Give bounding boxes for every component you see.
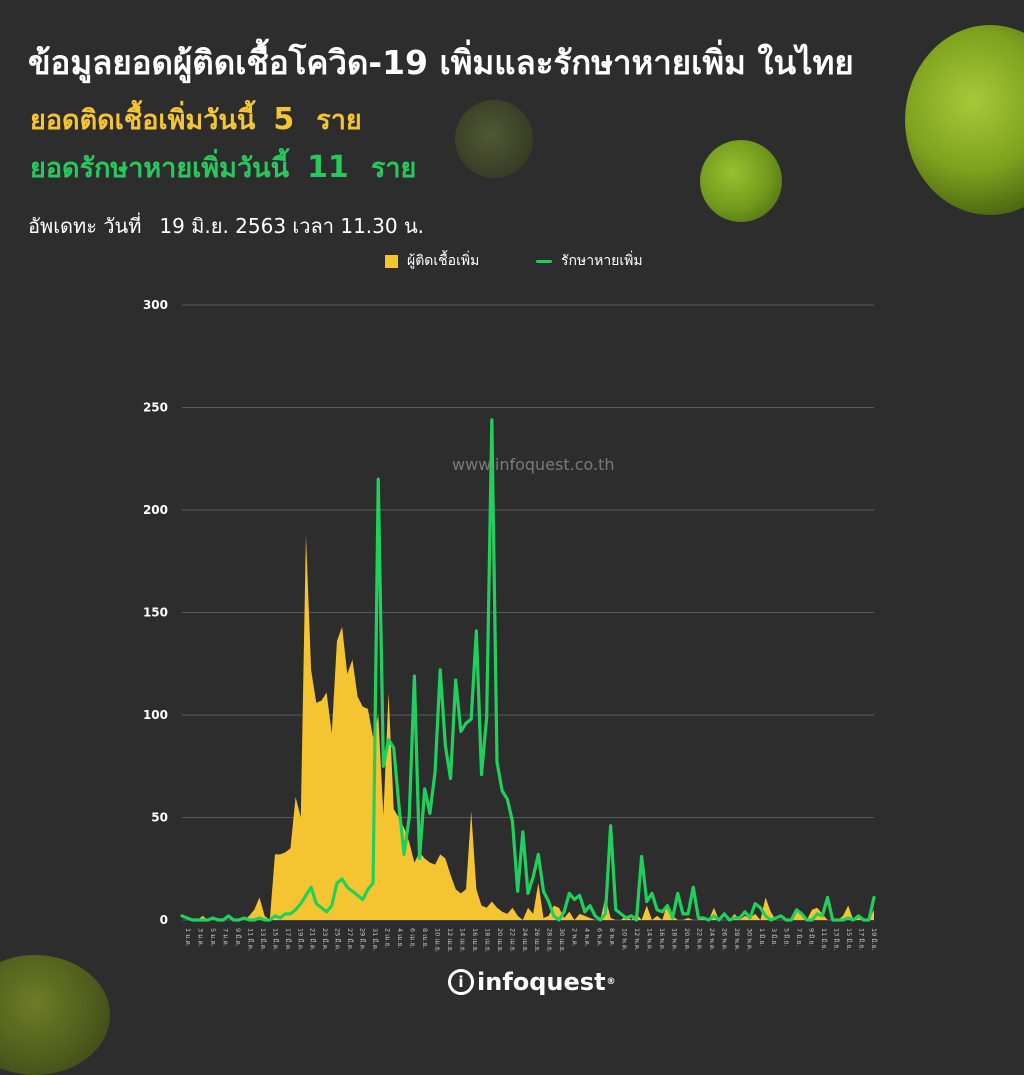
infected-today-unit: ราย: [316, 105, 362, 136]
recovered-today-value: 11: [307, 150, 349, 185]
x-tick-label: 15 มี.ค.: [271, 928, 279, 951]
x-tick-label: 7 มิ.ย.: [795, 928, 803, 946]
covid-chart: 0 50 100 150 200 250 300 1 ม.ค. 3 ม.ค. 5 ม.ค. 7 ม…: [143, 298, 878, 953]
infected-today: ยอดติดเชื้อเพิ่มวันนี้ 5 ราย: [30, 98, 362, 141]
x-tick-label: 15 มิ.ย.: [845, 928, 853, 951]
x-tick-label: 17 มี.ค.: [284, 928, 292, 951]
x-tick-label: 12 เม.ย.: [446, 928, 454, 953]
x-tick-label: 6 เม.ย.: [409, 928, 417, 949]
x-tick-label: 30 พ.ค.: [745, 928, 753, 951]
x-tick-label: 17 มิ.ย.: [858, 928, 866, 951]
chart-grid: [182, 304, 874, 921]
x-tick-label: 2 เม.ย.: [384, 928, 392, 949]
virus-illustration-medium: [700, 140, 782, 222]
recovered-line-layer: [180, 418, 876, 922]
y-tick-label: 100: [143, 708, 168, 722]
recovered-today-label: ยอดรักษาหายเพิ่มวันนี้: [30, 153, 290, 184]
x-tick-label: 3 ม.ค.: [196, 928, 204, 947]
update-timestamp: อัพเดทะ วันที่ 19 มิ.ย. 2563 เวลา 11.30 น…: [28, 210, 424, 242]
x-tick-label: 21 มี.ค.: [309, 928, 317, 951]
x-tick-label: 30 เม.ย.: [558, 928, 566, 953]
virus-illustration-faded: [455, 100, 533, 178]
y-tick-label: 0: [160, 913, 168, 927]
y-tick-label: 150: [143, 606, 168, 620]
x-tick-label: 1 มิ.ย.: [758, 928, 766, 946]
x-tick-label: 14 พ.ค.: [645, 928, 653, 951]
x-tick-label: 5 ม.ค.: [209, 928, 217, 947]
x-tick-label: 27 มี.ค.: [346, 928, 354, 951]
x-tick-label: 23 มี.ค.: [321, 928, 329, 951]
x-tick-label: 29 มี.ค.: [359, 928, 367, 951]
legend-item-recovered: รักษาหายเพิ่ม: [536, 250, 643, 272]
x-tick-label: 12 พ.ค.: [633, 928, 641, 951]
info-icon: i: [448, 969, 474, 995]
legend-item-infected: ผู้ติดเชื้อเพิ่ม: [385, 250, 479, 272]
x-tick-label: 4 พ.ค.: [583, 928, 591, 947]
x-tick-label: 11 มิ.ย.: [820, 928, 828, 951]
x-tick-label: 1 ม.ค.: [184, 928, 192, 947]
page-title: ข้อมูลยอดผู้ติดเชื้อโควิด-19 เพิ่มและรัก…: [28, 43, 854, 82]
x-tick-label: 10 พ.ค.: [621, 928, 629, 951]
x-tick-label: 22 พ.ค.: [695, 928, 703, 951]
y-axis-ticks: 0 50 100 150 200 250 300: [143, 298, 168, 927]
x-tick-label: 6 พ.ค.: [596, 928, 604, 947]
legend-swatch-infected: [385, 254, 398, 268]
x-axis-ticks: 1 ม.ค. 3 ม.ค. 5 ม.ค. 7 ม.ค. 9 มี.ค. 11 มี.ค. 1…: [184, 928, 878, 953]
brand-logo: i infoquest ®: [448, 968, 616, 996]
brand-name: infoquest: [477, 968, 606, 996]
x-tick-label: 13 มิ.ย.: [833, 928, 841, 951]
update-date: 19 มิ.ย. 2563 เวลา 11.30 น.: [159, 214, 424, 238]
x-tick-label: 5 มิ.ย.: [783, 928, 791, 946]
infected-today-label: ยอดติดเชื้อเพิ่มวันนี้: [30, 105, 256, 136]
watermark: www.infoquest.co.th: [452, 455, 615, 474]
x-tick-label: 20 พ.ค.: [683, 928, 691, 951]
x-tick-label: 18 พ.ค.: [670, 928, 678, 951]
x-tick-label: 8 พ.ค.: [608, 928, 616, 947]
x-tick-label: 11 มี.ค.: [246, 928, 254, 951]
legend-label-recovered: รักษาหายเพิ่ม: [561, 253, 643, 269]
x-tick-label: 20 เม.ย.: [496, 928, 504, 953]
update-label: อัพเดทะ วันที่: [28, 214, 142, 238]
y-tick-label: 300: [143, 298, 168, 312]
chart-legend: ผู้ติดเชื้อเพิ่ม รักษาหายเพิ่ม: [0, 250, 1024, 272]
x-tick-label: 28 เม.ย.: [546, 928, 554, 953]
y-tick-label: 50: [151, 811, 168, 825]
x-tick-label: 8 เม.ย.: [421, 928, 429, 949]
x-tick-label: 19 มี.ค.: [296, 928, 304, 951]
recovered-today-unit: ราย: [370, 153, 417, 184]
x-tick-label: 2 พ.ค.: [571, 928, 579, 947]
y-tick-label: 250: [143, 401, 168, 415]
x-tick-label: 18 เม.ย.: [483, 928, 491, 953]
x-tick-label: 4 เม.ย.: [396, 928, 404, 949]
recovered-line: [180, 418, 876, 922]
y-tick-label: 200: [143, 503, 168, 517]
registered-mark: ®: [606, 977, 616, 987]
x-tick-label: 16 พ.ค.: [658, 928, 666, 951]
x-tick-label: 13 มี.ค.: [259, 928, 267, 951]
x-tick-label: 9 มี.ค.: [234, 928, 242, 947]
x-tick-label: 9 มิ.ย.: [808, 928, 816, 946]
x-tick-label: 16 เม.ย.: [471, 928, 479, 953]
x-tick-label: 26 พ.ค.: [720, 928, 728, 951]
recovered-today: ยอดรักษาหายเพิ่มวันนี้ 11 ราย: [30, 146, 416, 189]
x-tick-label: 14 เม.ย.: [458, 928, 466, 953]
x-tick-label: 7 ม.ค.: [221, 928, 229, 947]
legend-swatch-recovered: [536, 259, 552, 263]
infected-area-layer: [182, 534, 874, 920]
x-tick-label: 22 เม.ย.: [508, 928, 516, 953]
x-tick-label: 3 มิ.ย.: [770, 928, 778, 946]
x-tick-label: 31 มี.ค.: [371, 928, 379, 951]
infected-today-value: 5: [273, 102, 295, 137]
x-tick-label: 10 เม.ย.: [433, 928, 441, 953]
x-tick-label: 24 เม.ย.: [521, 928, 529, 953]
x-tick-label: 25 มี.ค.: [334, 928, 342, 951]
legend-label-infected: ผู้ติดเชื้อเพิ่ม: [407, 253, 480, 269]
infected-area: [182, 534, 874, 920]
x-tick-label: 24 พ.ค.: [708, 928, 716, 951]
x-tick-label: 19 มิ.ย.: [870, 928, 878, 951]
x-tick-label: 28 พ.ค.: [733, 928, 741, 951]
x-tick-label: 26 เม.ย.: [533, 928, 541, 953]
